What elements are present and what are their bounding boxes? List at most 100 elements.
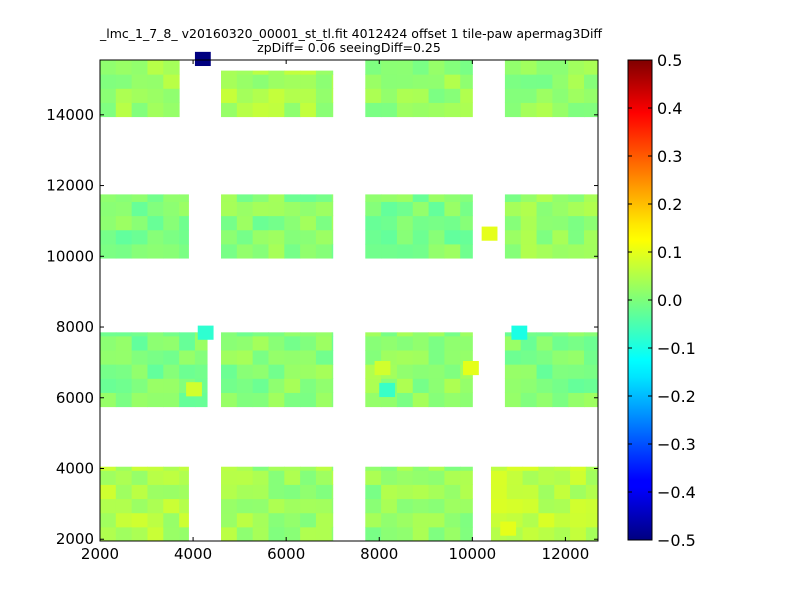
heatmap-cell (570, 498, 587, 514)
heatmap-cell (428, 392, 445, 408)
heatmap-cell (315, 88, 333, 103)
heatmap-cell (444, 194, 461, 202)
heatmap-cell (163, 335, 180, 351)
heatmap-cell (428, 526, 445, 542)
heatmap-cell (331, 512, 334, 528)
heatmap-cell (428, 102, 445, 118)
heatmap-cell (131, 470, 148, 485)
heatmap-cell (163, 229, 180, 245)
heatmap-cell (520, 60, 538, 75)
colorbar-tick-label: 0.4 (657, 99, 682, 118)
heatmap-cell (315, 484, 333, 500)
heatmap-cell (252, 512, 269, 528)
heatmap-cell (536, 102, 553, 118)
y-tick-label: 14000 (46, 106, 94, 124)
heatmap-cell (570, 466, 587, 471)
heatmap-cell (163, 60, 180, 75)
heatmap-cell (428, 484, 445, 500)
heatmap-cell (506, 498, 524, 514)
heatmap-cell (552, 378, 569, 393)
heatmap-cell (584, 215, 599, 231)
heatmap-cell (131, 88, 148, 103)
heatmap-cell (131, 102, 148, 118)
heatmap-cell (221, 335, 238, 351)
heatmap-cell (221, 243, 238, 259)
heatmap-cell (412, 215, 430, 231)
heatmap-cell (331, 70, 334, 75)
heatmap-cell (221, 392, 238, 408)
heatmap-cell (460, 378, 473, 393)
heatmap-cell (115, 378, 133, 393)
heatmap-cell (147, 526, 164, 542)
heatmap-cell (585, 498, 599, 514)
heatmap-cell (520, 332, 538, 337)
heatmap-cell (381, 60, 398, 75)
heatmap-cell (315, 350, 333, 365)
heatmap-cell (428, 350, 445, 365)
heatmap-cell (131, 201, 148, 217)
heatmap-cell (522, 498, 539, 514)
heatmap-cell (315, 498, 333, 514)
heatmap-cell (221, 88, 238, 103)
heatmap-cell (460, 512, 473, 528)
heatmap-cell (115, 335, 133, 351)
heatmap-cell (504, 392, 522, 408)
heatmap-cell (315, 243, 333, 259)
heatmap-cell (552, 350, 569, 365)
heatmap-cell (460, 215, 473, 231)
heatmap-cell (554, 484, 571, 500)
heatmap-cell (396, 498, 414, 514)
heatmap-cell (490, 498, 508, 514)
heatmap-cell (236, 498, 254, 514)
heatmap-cell (460, 201, 473, 217)
heatmap-cell (536, 350, 553, 365)
heatmap-cell (396, 332, 414, 337)
heatmap-cell (570, 512, 587, 528)
heatmap-cell (412, 335, 430, 351)
heatmap-cell (163, 466, 180, 471)
heatmap-cell (163, 470, 180, 485)
heatmap-cell (504, 215, 522, 231)
heatmap-cell (131, 194, 148, 202)
heatmap-cell (236, 229, 254, 245)
heatmap-cell (221, 70, 238, 75)
heatmap-cell (284, 102, 301, 118)
chart-title: _lmc_1_7_8_ v20160320_00001_st_tl.fit 40… (100, 26, 603, 41)
heatmap-cell (381, 466, 398, 471)
heatmap-cell (570, 470, 587, 485)
heatmap-cell (412, 484, 430, 500)
heatmap-cell (300, 484, 317, 500)
heatmap-cell (536, 74, 553, 89)
heatmap-cell (536, 229, 553, 245)
heatmap-cell (315, 335, 333, 351)
heatmap-cell (236, 484, 254, 500)
x-tick-label: 2000 (81, 545, 119, 563)
heatmap-cell (221, 102, 238, 118)
heatmap-cell (268, 364, 285, 379)
heatmap-cell (584, 201, 599, 217)
heatmap-cell (504, 102, 522, 118)
heatmap-cell (460, 335, 473, 351)
heatmap-cell (268, 332, 285, 337)
heatmap-cell (331, 215, 334, 231)
heatmap-cell (100, 378, 117, 393)
heatmap-cell (252, 350, 269, 365)
heatmap-cell (252, 466, 269, 471)
x-axis: 2000 4000 6000 8000 10000 12000 (81, 60, 589, 563)
x-tick-label: 6000 (267, 545, 305, 563)
heatmap-cell (554, 498, 571, 514)
heatmap-cell (100, 102, 117, 118)
heatmap-cell (115, 364, 133, 379)
heatmap-cell (428, 88, 445, 103)
heatmap-cell (504, 350, 522, 365)
heatmap-cell (444, 215, 461, 231)
heatmap-cell (100, 229, 117, 245)
heatmap-cell (300, 335, 317, 351)
heatmap-cell (568, 243, 585, 259)
heatmap-cell (365, 102, 382, 118)
heatmap-cell (268, 466, 285, 471)
heatmap-cell (100, 512, 117, 528)
heatmap-cell (552, 364, 569, 379)
heatmap-cell (268, 229, 285, 245)
heatmap-cell (504, 88, 522, 103)
